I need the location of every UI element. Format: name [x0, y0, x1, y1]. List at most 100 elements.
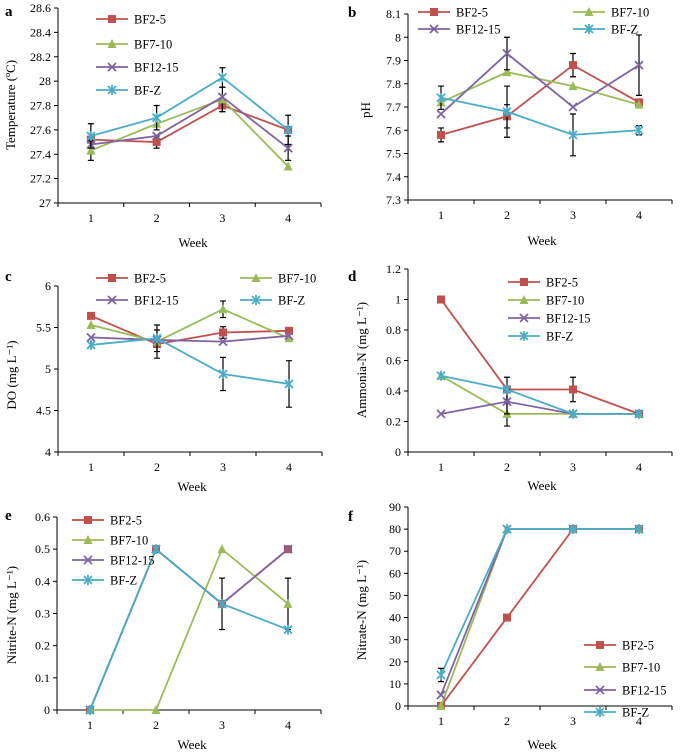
series-bf7-10 [436, 67, 644, 109]
y-tick-label: 27.2 [30, 172, 51, 186]
legend-marker [107, 295, 117, 305]
x-tick-label: 1 [438, 714, 444, 728]
data-point [436, 690, 446, 700]
y-tick-label: 60 [389, 566, 401, 580]
y-tick-label: 0.4 [386, 384, 401, 398]
y-tick-label: 28 [39, 74, 51, 88]
legend-item: BF7-10 [508, 294, 584, 308]
y-tick-label: 70 [389, 544, 401, 558]
x-tick-label: 1 [88, 211, 94, 225]
y-tick-label: 80 [389, 522, 401, 536]
legend-marker [107, 85, 117, 95]
series-bf12-15 [436, 34, 644, 119]
data-point [502, 67, 512, 77]
data-point [634, 125, 644, 136]
data-point [217, 94, 227, 104]
series-bf-z [85, 544, 293, 715]
data-point [219, 328, 227, 337]
series-line [440, 298, 640, 415]
data-point [284, 333, 294, 343]
data-point [502, 397, 512, 407]
legend: BF2-5 BF7-10 BF12-15 BF-Z [96, 13, 178, 98]
data-point [86, 339, 96, 350]
data-point [86, 320, 96, 330]
legend: BF2-5 BF7-10 BF12-15 BF-Z [584, 639, 666, 720]
y-tick-label: 7.5 [386, 147, 401, 161]
panel-letter: b [348, 5, 356, 21]
data-point [284, 331, 294, 341]
series-bf-z [436, 524, 644, 683]
y-tick-label: 7.6 [386, 123, 401, 137]
y-tick-label: 0 [395, 699, 401, 713]
data-point [284, 378, 294, 389]
y-tick-label: 0 [395, 445, 401, 459]
data-point [218, 336, 228, 347]
data-point [285, 326, 293, 335]
legend-item: BF12-15 [418, 23, 500, 37]
chart-panel-d: 0 0.2 0.4 0.6 0.8 1 1.2 1 2 3 4 Week Ammonia-N (mg L… [348, 262, 673, 493]
data-point [283, 544, 293, 554]
legend-item: BF2-5 [72, 514, 142, 528]
data-point [437, 130, 445, 139]
x-axis-title: Week [177, 479, 207, 494]
legend-item: BF12-15 [96, 294, 178, 308]
y-tick-label: 8.1 [386, 7, 401, 21]
legend-marker [84, 516, 92, 524]
y-tick-label: 5 [45, 362, 51, 376]
data-point [436, 370, 446, 381]
legend-marker [519, 331, 529, 341]
legend-item: BF7-10 [584, 661, 660, 675]
series-bf12-15 [86, 92, 293, 161]
legend-item: BF7-10 [96, 38, 172, 52]
legend-marker [519, 295, 529, 304]
panel-letter: a [5, 4, 13, 20]
data-point [283, 624, 293, 635]
legend-item: BF2-5 [418, 6, 488, 20]
series-bf-z [86, 324, 294, 408]
legend-label: BF7-10 [110, 534, 148, 548]
data-point [151, 131, 162, 141]
legend-marker [83, 555, 93, 565]
data-point [436, 109, 446, 119]
legend-label: BF7-10 [278, 272, 316, 286]
chart-panel-f: 0 10 20 30 40 50 60 70 80 90 1 2 3 4 Week Nitrate-N (mg… [348, 500, 673, 752]
legend-item: BF-Z [573, 23, 638, 37]
data-point [283, 598, 293, 608]
series-line [90, 98, 289, 168]
legend-item: BF-Z [584, 706, 649, 720]
data-point [569, 385, 577, 394]
series-bf-z [436, 85, 644, 157]
data-point [436, 670, 446, 681]
series-bf2-5 [437, 295, 643, 418]
y-tick-label: 5.5 [36, 321, 51, 335]
x-tick-label: 3 [219, 211, 225, 225]
x-tick-label: 3 [220, 460, 226, 474]
legend-marker [584, 24, 594, 34]
y-axis-title: Ammonia-N (mg L⁻¹) [354, 302, 369, 418]
data-point [283, 124, 293, 135]
data-point [436, 701, 446, 710]
data-point [151, 544, 161, 555]
legend-label: BF7-10 [546, 294, 584, 308]
data-point [568, 102, 578, 112]
chart-panel-c: 4 4.5 5 5.5 6 1 2 3 4 Week DO (mg L⁻¹) c BF2-5 BF7-10… [4, 269, 323, 494]
y-tick-label: 7.8 [386, 77, 401, 91]
y-tick-label: 20 [389, 655, 401, 669]
x-tick-label: 4 [636, 208, 642, 222]
data-point [502, 48, 512, 59]
x-axis-title: Week [527, 233, 557, 248]
y-tick-label: 0.6 [386, 354, 401, 368]
y-tick-label: 28.4 [30, 25, 51, 39]
data-point [217, 544, 227, 554]
y-tick-label: 0.4 [35, 574, 50, 588]
series-line [90, 337, 290, 385]
series-line [90, 315, 290, 346]
legend-item: BF12-15 [96, 61, 178, 75]
legend-label: BF12-15 [134, 61, 178, 75]
y-tick-label: 7.4 [386, 170, 401, 184]
y-tick-label: 90 [389, 500, 401, 514]
y-tick-label: 50 [389, 588, 401, 602]
y-tick-label: 0.8 [386, 323, 401, 337]
legend-marker [83, 575, 93, 585]
legend-marker [251, 295, 261, 305]
